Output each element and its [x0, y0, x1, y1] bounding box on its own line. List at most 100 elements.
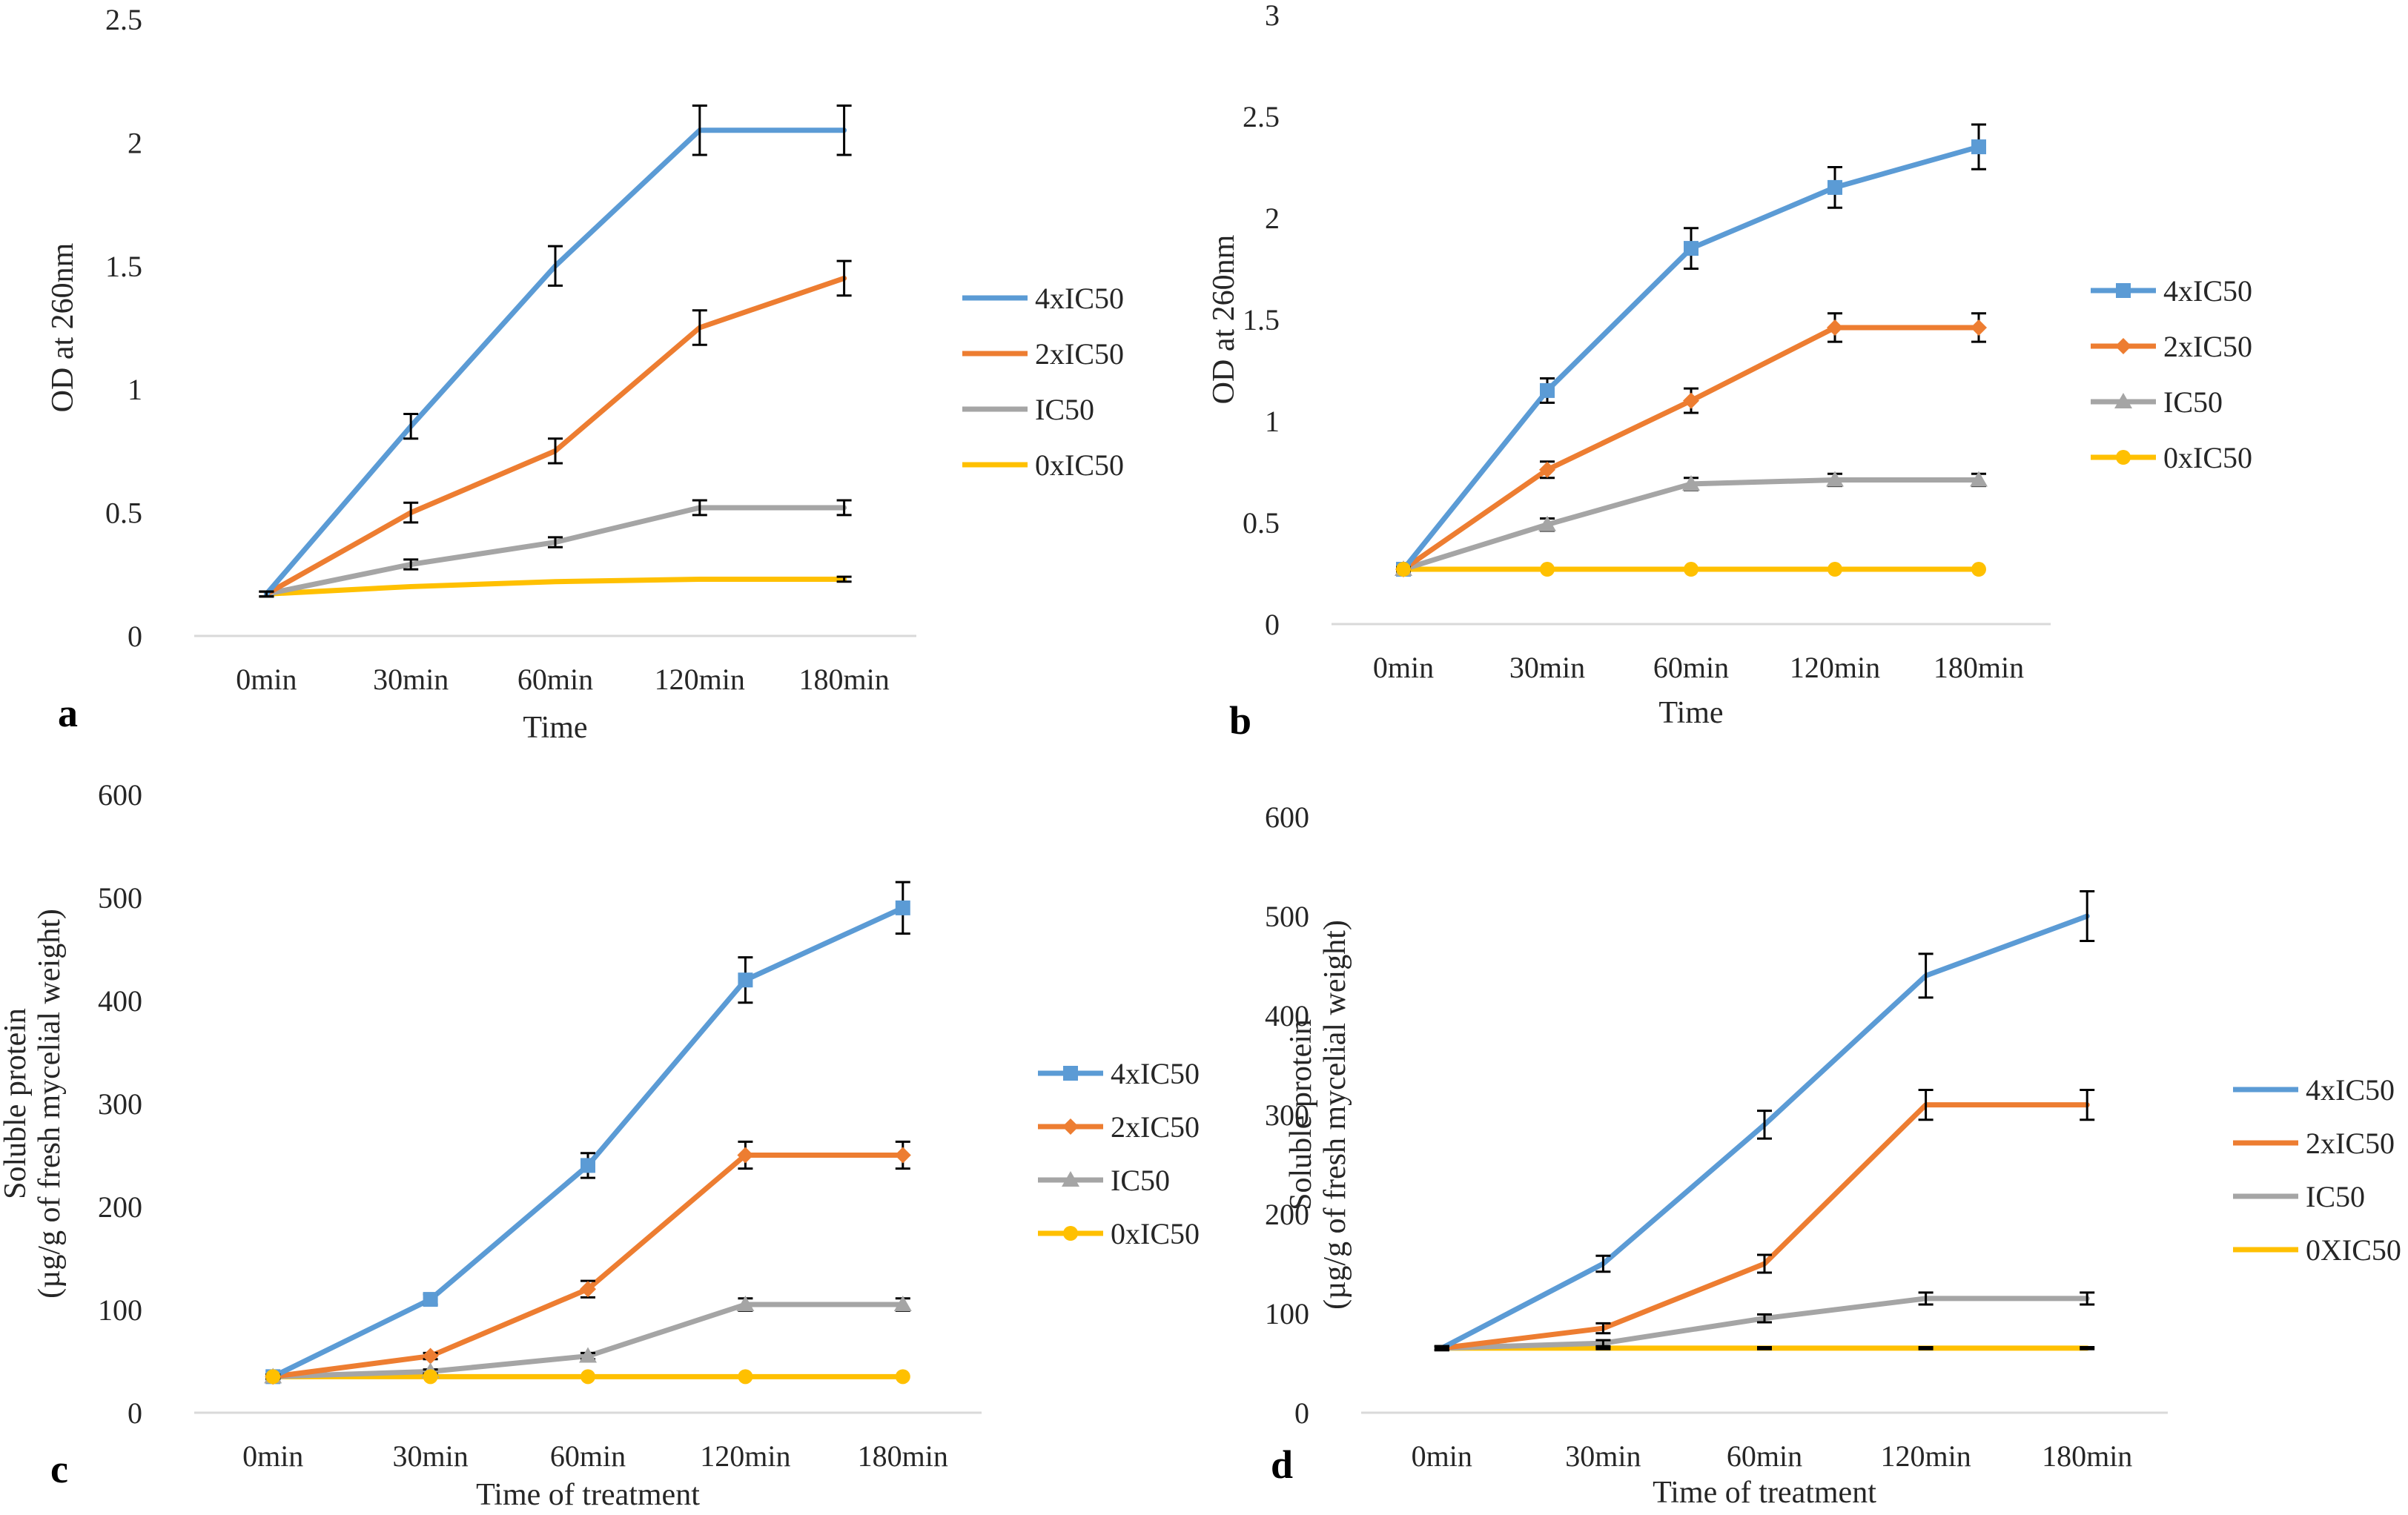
- x-tick-label: 120min: [1880, 1439, 1971, 1473]
- legend-label: 0xIC50: [2163, 441, 2252, 474]
- y-tick-label: 400: [98, 984, 142, 1018]
- data-point-2xIC50: [1827, 319, 1843, 336]
- legend-label: 4xIC50: [1111, 1057, 1200, 1090]
- series-line-2xIC50: [1400, 325, 1982, 572]
- data-point-4xIC50: [1971, 139, 1986, 155]
- y-axis-title: Soluble protein: [0, 1008, 33, 1199]
- panel-letter: a: [58, 691, 78, 735]
- x-axis-title: Time of treatment: [1653, 1476, 1876, 1510]
- legend-label: 0xIC50: [1111, 1217, 1200, 1250]
- data-point-2xIC50: [894, 1147, 911, 1164]
- legend-label: 0XIC50: [2306, 1233, 2401, 1267]
- y-tick-label: 2.5: [105, 3, 142, 36]
- data-point-4xIC50: [1540, 382, 1555, 398]
- legend-label: 2xIC50: [2163, 330, 2252, 363]
- legend-marker-0xIC50: [1063, 1226, 1078, 1241]
- x-tick-label: 120min: [1790, 651, 1880, 684]
- x-tick-label: 180min: [2042, 1439, 2132, 1473]
- data-point-0xIC50: [423, 1369, 438, 1385]
- x-tick-label: 60min: [550, 1439, 626, 1473]
- series-line-4xIC50: [1400, 144, 1982, 572]
- y-tick-label: 600: [1265, 800, 1309, 834]
- legend-marker-4xIC50: [1063, 1066, 1078, 1081]
- legend-marker-IC50: [1062, 1171, 1079, 1187]
- y-tick-label: 0.5: [1243, 506, 1280, 540]
- data-point-4xIC50: [423, 1292, 438, 1307]
- data-point-4xIC50: [738, 972, 753, 988]
- legend-marker-4xIC50: [2116, 283, 2131, 298]
- y-tick-label: 200: [98, 1190, 142, 1224]
- y-axis-title: OD at 260nm: [46, 242, 80, 412]
- x-tick-label: 180min: [798, 663, 889, 696]
- data-point-0xIC50: [1540, 562, 1555, 577]
- data-point-2xIC50: [1971, 319, 1987, 336]
- y-tick-label: 0: [1294, 1396, 1309, 1430]
- x-tick-label: 0min: [1373, 651, 1434, 684]
- data-point-4xIC50: [895, 900, 910, 915]
- x-tick-label: 60min: [517, 663, 593, 696]
- x-tick-label: 0min: [242, 1439, 303, 1473]
- series-line-2xIC50: [1439, 1102, 2090, 1351]
- y-tick-label: 400: [1265, 999, 1309, 1032]
- data-point-2xIC50: [580, 1281, 596, 1298]
- y-tick-label: 300: [1265, 1098, 1309, 1132]
- data-point-0xIC50: [265, 1369, 281, 1385]
- data-point-4xIC50: [1684, 241, 1698, 256]
- x-tick-label: 60min: [1727, 1439, 1802, 1473]
- y-axis-title: (µg/g of fresh mycelial weight): [1318, 920, 1352, 1310]
- data-point-IC50: [736, 1296, 755, 1312]
- data-point-IC50: [1970, 471, 1988, 487]
- y-tick-label: 3: [1265, 0, 1280, 32]
- data-point-IC50: [893, 1296, 912, 1312]
- data-point-2xIC50: [1683, 392, 1699, 409]
- x-tick-label: 0min: [236, 663, 297, 696]
- x-tick-label: 30min: [1565, 1439, 1641, 1473]
- data-point-0xIC50: [738, 1369, 753, 1385]
- data-point-0xIC50: [580, 1369, 595, 1385]
- y-tick-label: 1: [128, 373, 142, 406]
- data-point-2xIC50: [422, 1347, 439, 1365]
- data-point-IC50: [1826, 471, 1844, 487]
- series-line-4xIC50: [263, 127, 847, 597]
- y-tick-label: 1.5: [105, 250, 142, 283]
- y-tick-label: 2: [1265, 202, 1280, 235]
- x-axis-title: Time of treatment: [476, 1478, 700, 1512]
- data-point-4xIC50: [1828, 179, 1842, 195]
- y-tick-label: 1.5: [1243, 303, 1280, 337]
- data-point-IC50: [1682, 474, 1700, 491]
- legend-marker-2xIC50: [1062, 1118, 1079, 1135]
- data-point-0xIC50: [895, 1369, 910, 1385]
- data-point-0xIC50: [1971, 562, 1986, 577]
- y-tick-label: 500: [1265, 900, 1309, 933]
- legend-label: 0xIC50: [1035, 448, 1124, 482]
- data-point-4xIC50: [580, 1158, 595, 1173]
- y-tick-label: 0.5: [105, 497, 142, 530]
- panel-letter: c: [50, 1447, 68, 1491]
- y-tick-label: 2.5: [1243, 100, 1280, 133]
- x-tick-label: 180min: [1934, 651, 2024, 684]
- x-tick-label: 30min: [392, 1439, 468, 1473]
- chart-panel-d: 0 100 200 300 400 500 600 0min 30min 60min 120min 1…: [1265, 800, 2401, 1510]
- y-tick-label: 100: [1265, 1297, 1309, 1330]
- data-point-0xIC50: [1684, 562, 1698, 577]
- x-tick-label: 120min: [700, 1439, 790, 1473]
- legend-marker-IC50: [2114, 393, 2132, 408]
- x-tick-label: 120min: [655, 663, 745, 696]
- chart-panel-c: 0 100 200 300 400 500 600 0min 30min 60min 120min 1…: [0, 778, 1200, 1512]
- legend-label: IC50: [1111, 1164, 1170, 1197]
- x-tick-label: 60min: [1653, 651, 1729, 684]
- panel-letter: b: [1229, 698, 1251, 743]
- chart-panel-a: 0 0.5 1 1.5 2 2.5 0min 30min 60min 120min 180min Ti…: [46, 3, 1124, 745]
- legend-label: 2xIC50: [1035, 337, 1124, 371]
- x-tick-label: 0min: [1412, 1439, 1472, 1473]
- y-tick-label: 1: [1265, 405, 1280, 438]
- legend-label: 4xIC50: [1035, 282, 1124, 315]
- series-line-0xIC50: [263, 576, 847, 597]
- x-axis-title: Time: [523, 711, 587, 745]
- legend-label: 4xIC50: [2163, 274, 2252, 308]
- legend-label: 2xIC50: [1111, 1110, 1200, 1144]
- x-tick-label: 180min: [858, 1439, 948, 1473]
- data-point-IC50: [579, 1347, 597, 1363]
